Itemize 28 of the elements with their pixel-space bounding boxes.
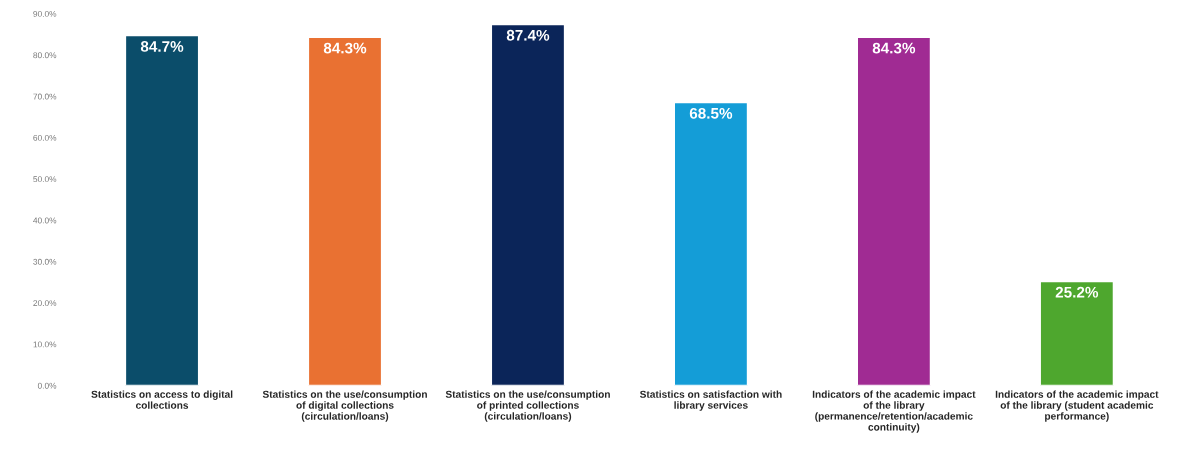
data-label: 84.7%	[140, 41, 184, 52]
y-tick-label: 70.0%	[33, 93, 57, 100]
x-tick-label: Statistics on satisfaction with library services	[639, 390, 782, 411]
data-label: 87.4%	[506, 29, 550, 41]
x-tick-label: Statistics on the use/consumption of printed collections (circulation/loans)	[445, 390, 610, 422]
bar	[124, 34, 200, 386]
x-tick-label: Statistics on the use/consumption of digital collections (circulation/loans)	[262, 390, 427, 422]
data-label: 25.2%	[1055, 286, 1099, 298]
y-tick-label: 30.0%	[33, 258, 57, 265]
data-label: 68.5%	[689, 107, 733, 119]
y-tick-label: 60.0%	[33, 134, 57, 141]
bar	[1039, 280, 1115, 386]
y-tick-label: 90.0%	[33, 10, 57, 17]
bar	[856, 36, 932, 386]
bar	[307, 36, 383, 386]
y-tick-label: 0.0%	[37, 382, 57, 389]
x-tick-label: Indicators of the academic impact of the library (student academic performance)	[995, 390, 1159, 422]
y-tick-label: 40.0%	[33, 217, 57, 224]
y-tick-label: 80.0%	[33, 52, 57, 59]
data-label: 84.3%	[323, 42, 367, 54]
bar	[673, 101, 749, 386]
y-tick-label: 50.0%	[33, 176, 57, 183]
data-label: 84.3%	[872, 42, 916, 54]
x-tick-label: Statistics on access to digital collections	[91, 390, 233, 409]
bar	[490, 23, 566, 386]
x-tick-label: Indicators of the academic impact of the library (permanence/retention/academic continuity)	[812, 390, 976, 433]
y-tick-label: 20.0%	[33, 300, 57, 307]
y-tick-label: 10.0%	[33, 341, 57, 348]
